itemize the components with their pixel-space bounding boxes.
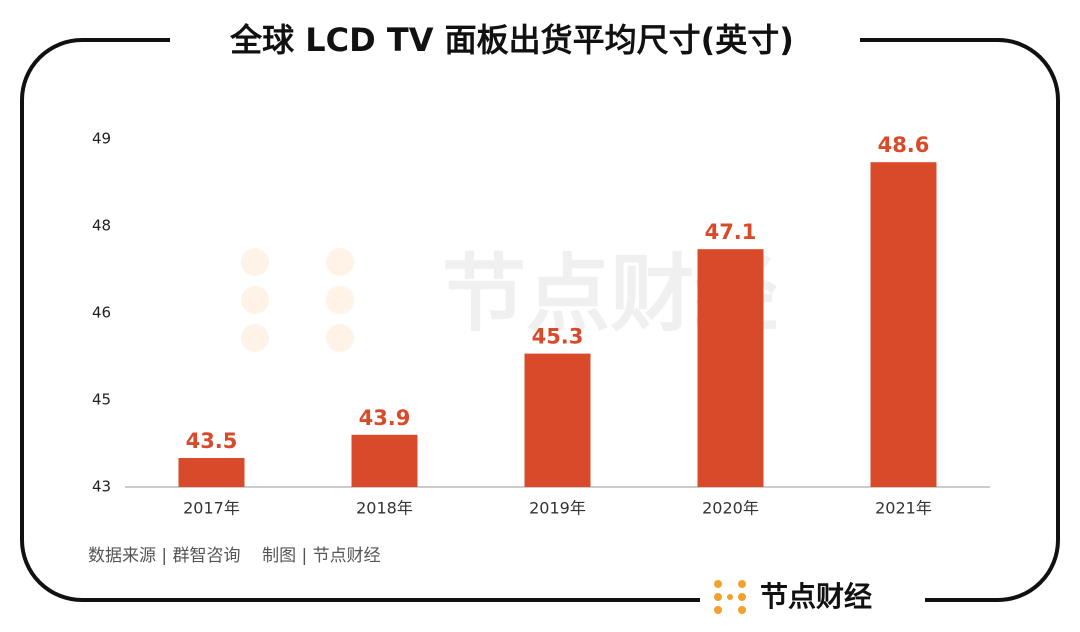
value-label: 45.3 (532, 325, 584, 349)
chart-title: 全球 LCD TV 面板出货平均尺寸(英寸) (229, 21, 794, 59)
source-note: 数据来源 | 群智咨询 制图 | 节点财经 (88, 546, 381, 566)
title-backdrop (170, 10, 860, 70)
x-tick-label: 2018年 (356, 499, 413, 518)
bar (351, 434, 418, 487)
brand-backdrop (700, 580, 925, 620)
y-tick-label: 48 (92, 217, 111, 235)
bar (697, 249, 764, 487)
bar (524, 353, 591, 487)
brand-name: 节点财经 (760, 580, 872, 613)
x-tick-label: 2020年 (702, 499, 759, 518)
brand-logo (714, 580, 746, 614)
value-label: 48.6 (878, 133, 930, 157)
x-tick-label: 2019年 (529, 499, 586, 518)
x-tick-label: 2021年 (875, 499, 932, 518)
value-label: 43.9 (359, 406, 411, 430)
value-label: 47.1 (705, 220, 757, 244)
y-tick-label: 43 (92, 478, 111, 496)
bar (178, 458, 245, 487)
y-tick-label: 46 (92, 304, 111, 322)
value-label: 43.5 (186, 429, 238, 453)
bar (870, 162, 937, 487)
y-tick-label: 45 (92, 391, 111, 409)
y-tick-label: 49 (92, 130, 111, 148)
watermark-logo (241, 248, 354, 352)
x-tick-label: 2017年 (183, 499, 240, 518)
